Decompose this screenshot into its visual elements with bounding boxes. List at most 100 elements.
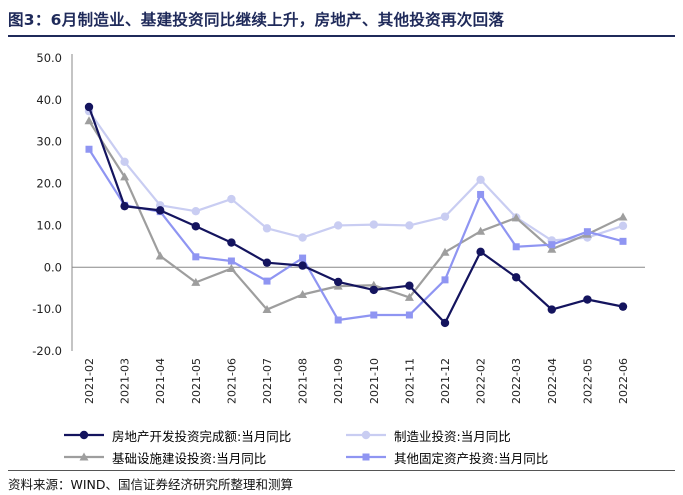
data-point [84,116,94,125]
data-point [405,311,413,319]
data-point [227,238,236,247]
y-tick-label: 40.0 [36,93,62,107]
data-point [512,273,521,282]
title-rule [8,35,675,37]
y-tick-label: 20.0 [36,177,62,191]
data-point [156,206,165,215]
legend-label: 制造业投资:当月同比 [394,428,511,444]
data-point [262,305,272,314]
x-tick-label: 2021-08 [297,358,310,404]
chart-legend: 房地产开发投资完成额:当月同比 制造业投资:当月同比基础设施建设投资:当月同比 其他… [62,427,622,466]
data-point [476,226,486,235]
legend-item: 制造业投资:当月同比 [344,427,622,444]
y-tick-label: 30.0 [36,135,62,149]
figure-title: 图3：6月制造业、基建投资同比继续上升，房地产、其他投资再次回落 [8,11,505,29]
data-point [191,277,201,286]
x-tick-label: 2021-04 [154,358,167,404]
legend-label: 其他固定资产投资:当月同比 [394,450,549,466]
data-point [192,253,200,261]
data-point [120,172,130,181]
legend-swatch [346,430,386,440]
data-point [227,194,236,204]
x-tick-label: 2021-05 [190,358,203,404]
x-tick-label: 2022-02 [475,358,488,404]
source-rule [8,470,675,471]
y-tick-label: 50.0 [36,51,62,65]
y-tick-label: -10.0 [32,302,62,316]
legend-swatch [346,453,386,461]
data-point [618,302,628,311]
y-tick-label: 10.0 [36,218,62,232]
series-line [88,110,624,242]
x-tick-label: 2022-03 [510,358,523,404]
x-tick-label: 2021-12 [439,358,452,404]
data-point [298,261,307,270]
data-point [299,254,307,262]
x-tick-label: 2021-03 [119,358,132,404]
x-tick-label: 2022-06 [617,358,630,404]
source-note: 资料来源：WIND、国信证券经济研究所整理和测算 [8,477,294,492]
series-line [87,106,624,325]
series-2 [84,106,628,245]
data-point [511,213,521,222]
x-tick-label: 2022-04 [546,358,559,404]
data-point [298,233,307,242]
data-point [120,201,129,211]
series-4 [85,145,627,324]
y-tick-label: 0.0 [44,260,62,274]
data-point [476,175,485,185]
data-point [405,281,414,290]
data-point [477,190,485,198]
data-point [619,237,627,245]
data-point [85,145,93,153]
legend-label: 房地产开发投资完成额:当月同比 [112,428,292,444]
data-point [369,220,378,229]
data-point [334,221,343,230]
data-point [547,305,556,314]
data-point [226,264,236,273]
x-tick-label: 2021-09 [332,358,345,404]
data-point [334,316,342,324]
data-point [440,318,450,328]
x-tick-label: 2021-02 [83,358,96,404]
data-point [84,102,94,112]
data-point [227,257,235,265]
legend-item: 基础设施建设投资:当月同比 [62,449,344,466]
data-point [404,292,414,301]
data-point [262,224,272,233]
legend-label: 基础设施建设投资:当月同比 [112,450,267,466]
x-tick-label: 2021-06 [225,358,238,404]
legend-item: 其他固定资产投资:当月同比 [344,449,622,466]
data-point [512,243,520,251]
x-tick-label: 2022-05 [581,358,594,404]
data-point [547,244,557,253]
y-tick-label: -20.0 [32,344,62,358]
data-point [334,277,343,287]
data-point [440,247,450,256]
data-point [583,295,592,304]
data-point [120,157,129,167]
data-point [298,289,308,298]
data-point [476,247,485,256]
legend-swatch [64,430,104,440]
x-tick-label: 2021-11 [403,358,416,404]
data-point [262,258,272,267]
line-chart: 50.0 40.0 30.0 20.0 10.0 0.0 -10.0 -20.0 2021-02… [32,51,645,404]
data-point [548,241,556,249]
series-1 [84,102,628,328]
data-point [369,285,378,295]
data-point [370,311,378,319]
data-point [191,206,200,216]
data-point [618,212,628,221]
data-point [441,276,449,284]
series-layer [84,102,628,328]
data-point [583,228,591,236]
legend-swatch [64,452,104,461]
data-point [618,221,628,231]
chart-axes: 50.0 40.0 30.0 20.0 10.0 0.0 -10.0 -20.0 2021-02… [32,51,645,404]
data-point [440,212,450,221]
legend-item: 房地产开发投资完成额:当月同比 [62,427,344,444]
series-3 [84,116,628,314]
data-point [191,222,200,231]
